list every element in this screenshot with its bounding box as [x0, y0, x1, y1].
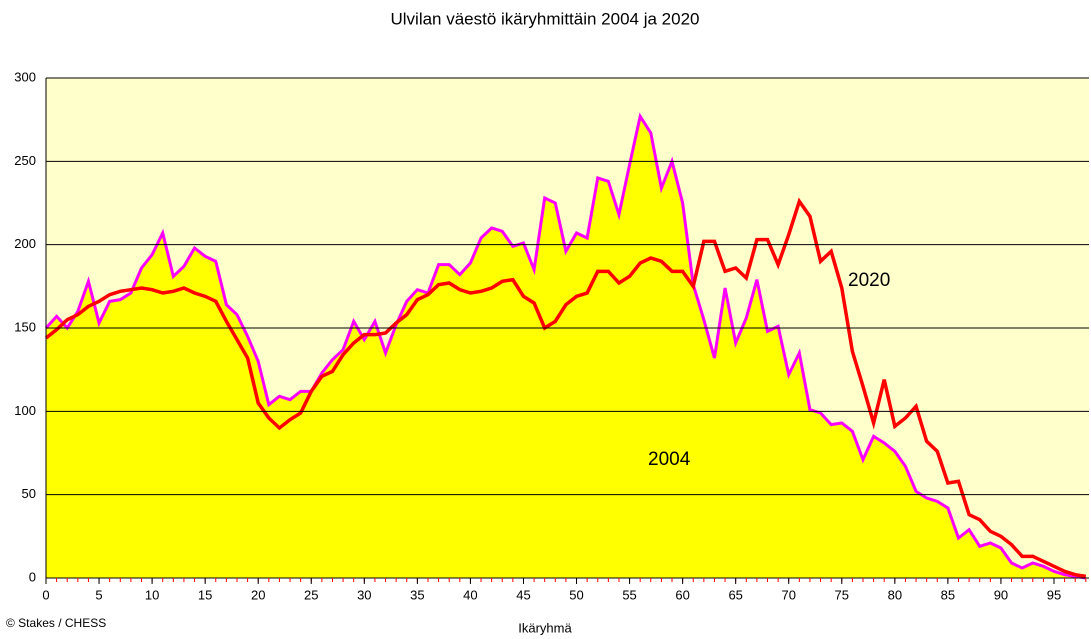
x-tick-label: 60 — [675, 587, 689, 602]
x-tick-label: 10 — [145, 587, 159, 602]
y-tick-label: 250 — [14, 153, 36, 168]
x-tick-label: 55 — [622, 587, 636, 602]
series-label: 2020 — [848, 270, 890, 291]
x-axis-label: Ikäryhmä — [518, 620, 572, 635]
chart-title: Ulvilan väestö ikäryhmittäin 2004 ja 202… — [390, 9, 699, 28]
x-tick-label: 35 — [410, 587, 424, 602]
x-tick-label: 25 — [304, 587, 318, 602]
y-tick-label: 100 — [14, 403, 36, 418]
x-tick-label: 85 — [941, 587, 955, 602]
area — [46, 116, 1086, 578]
x-tick-label: 70 — [781, 587, 795, 602]
x-tick-label: 75 — [835, 587, 849, 602]
y-tick-label: 300 — [14, 69, 36, 84]
x-tick-label: 15 — [198, 587, 212, 602]
x-tick-label: 5 — [95, 587, 102, 602]
y-tick-label: 200 — [14, 236, 36, 251]
x-tick-label: 90 — [994, 587, 1008, 602]
source-note: © Stakes / CHESS — [6, 616, 106, 630]
series-label: 2004 — [648, 449, 691, 470]
area-line — [44, 112, 1087, 580]
y-tick-label: 150 — [14, 319, 36, 334]
y-tick-label: 50 — [22, 486, 36, 501]
x-tick-label: 40 — [463, 587, 477, 602]
x-tick-label: 20 — [251, 587, 265, 602]
x-tick-label: 45 — [516, 587, 530, 602]
x-tick-label: 30 — [357, 587, 371, 602]
x-tick-label: 0 — [42, 587, 49, 602]
x-tick-label: 65 — [728, 587, 742, 602]
x-tick-label: 80 — [888, 587, 902, 602]
x-tick-label: 95 — [1047, 587, 1061, 602]
y-tick-label: 0 — [29, 569, 36, 584]
x-tick-label: 50 — [569, 587, 583, 602]
line — [44, 197, 1087, 579]
